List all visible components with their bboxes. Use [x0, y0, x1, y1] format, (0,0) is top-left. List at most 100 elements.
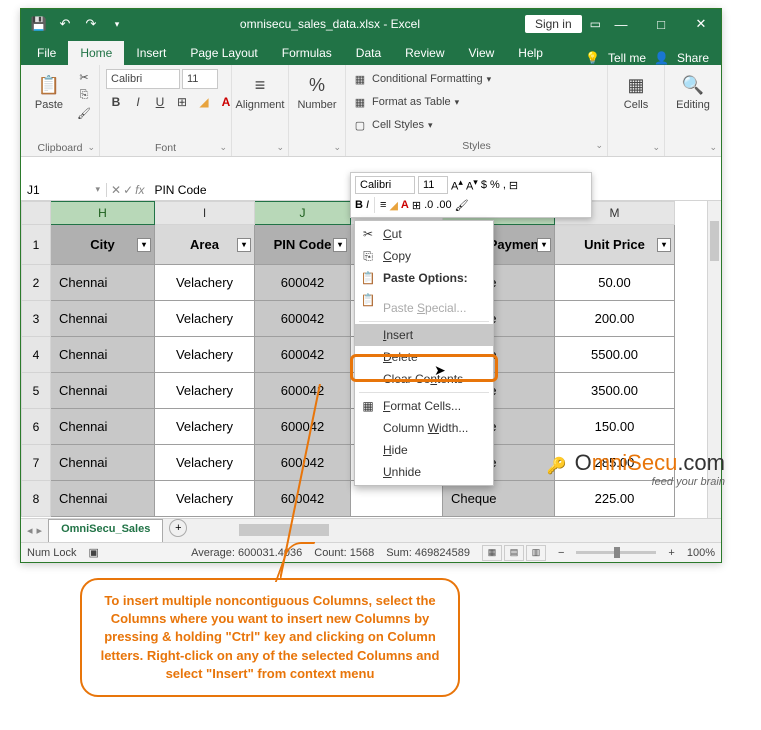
column-header-J[interactable]: J [255, 201, 351, 225]
data-cell[interactable]: Chennai [51, 445, 155, 481]
data-cell[interactable]: 50.00 [555, 265, 675, 301]
mini-comma-icon[interactable]: , [503, 179, 506, 191]
tab-insert[interactable]: Insert [124, 41, 178, 65]
data-cell[interactable]: Chennai [51, 409, 155, 445]
format-painter-icon[interactable]: 🖌 [75, 105, 93, 121]
data-cell[interactable]: 600042 [255, 337, 351, 373]
share-button[interactable]: Share [677, 51, 709, 65]
border-button[interactable]: ⊞ [172, 92, 192, 112]
tab-review[interactable]: Review [393, 41, 456, 65]
data-cell[interactable]: Chennai [51, 337, 155, 373]
ribbon-display-icon[interactable]: ▭ [590, 17, 601, 31]
data-cell[interactable]: 5500.00 [555, 337, 675, 373]
header-cell[interactable]: PIN Code▾ [255, 225, 351, 265]
sheet-tab[interactable]: OmniSecu_Sales [48, 519, 163, 542]
mini-bold-button[interactable]: B [355, 199, 363, 211]
cell-styles-button[interactable]: ▢Cell Styles▾ [352, 115, 601, 135]
record-macro-icon[interactable]: ▣ [89, 546, 99, 559]
mini-italic-button[interactable]: I [366, 199, 369, 211]
fx-icon[interactable]: fx [135, 183, 144, 197]
ctx-format-cells[interactable]: ▦Format Cells... [355, 395, 493, 417]
ctx-clear-contents[interactable]: Clear Contents [355, 368, 493, 390]
filter-dropdown-icon[interactable]: ▾ [137, 238, 151, 252]
column-header-I[interactable]: I [155, 201, 255, 225]
bold-button[interactable]: B [106, 92, 126, 112]
ctx-hide[interactable]: Hide [355, 439, 493, 461]
vscroll-thumb[interactable] [710, 221, 719, 261]
paste-button[interactable]: 📋 Paste [27, 69, 71, 111]
name-box[interactable]: J1▾ [21, 183, 107, 197]
data-cell[interactable]: Chennai [51, 265, 155, 301]
data-cell[interactable] [351, 481, 443, 517]
page-layout-view-button[interactable]: ▤ [504, 545, 524, 561]
close-button[interactable]: ✕ [681, 9, 721, 39]
mini-fill-color-button[interactable]: ◢ [389, 199, 397, 212]
filter-dropdown-icon[interactable]: ▾ [537, 238, 551, 252]
row-header-6[interactable]: 6 [21, 409, 51, 445]
qat-dropdown-icon[interactable]: ▾ [105, 12, 129, 36]
copy-icon[interactable]: ⎘ [75, 87, 93, 103]
tab-file[interactable]: File [25, 41, 68, 65]
mini-decrease-decimal-icon[interactable]: .0 [424, 199, 433, 211]
tellme-label[interactable]: Tell me [608, 51, 646, 65]
enter-formula-icon[interactable]: ✓ [123, 183, 133, 197]
data-cell[interactable]: Velachery [155, 373, 255, 409]
cut-icon[interactable]: ✂ [75, 69, 93, 85]
row-header-1[interactable]: 1 [21, 225, 51, 265]
mini-format-painter-icon[interactable]: 🖌 [455, 199, 469, 212]
zoom-level[interactable]: 100% [687, 547, 715, 559]
header-cell[interactable]: Unit Price▾ [555, 225, 675, 265]
mini-percent-icon[interactable]: % [490, 179, 500, 191]
undo-icon[interactable]: ↶ [53, 12, 77, 36]
mini-font-color-button[interactable]: A [401, 199, 409, 211]
mini-accounting-icon[interactable]: $ [481, 179, 487, 191]
data-cell[interactable]: 200.00 [555, 301, 675, 337]
data-cell[interactable]: 3500.00 [555, 373, 675, 409]
data-cell[interactable]: Velachery [155, 301, 255, 337]
tab-formulas[interactable]: Formulas [270, 41, 344, 65]
mini-shrink-font-icon[interactable]: A▾ [466, 177, 478, 193]
mini-grow-font-icon[interactable]: A▴ [451, 177, 463, 193]
tab-page-layout[interactable]: Page Layout [178, 41, 269, 65]
column-header-H[interactable]: H [51, 201, 155, 225]
data-cell[interactable]: Chennai [51, 373, 155, 409]
page-break-view-button[interactable]: ▥ [526, 545, 546, 561]
conditional-formatting-button[interactable]: ▦Conditional Formatting▾ [352, 69, 601, 89]
ctx-paste-default[interactable]: 📋 [355, 289, 493, 297]
share-icon[interactable]: 👤 [654, 51, 669, 65]
data-cell[interactable]: Chennai [51, 481, 155, 517]
mini-border-button[interactable]: ⊞ [412, 199, 421, 212]
zoom-out-button[interactable]: − [558, 547, 564, 559]
row-header-7[interactable]: 7 [21, 445, 51, 481]
filter-dropdown-icon[interactable]: ▾ [657, 238, 671, 252]
header-cell[interactable]: City▾ [51, 225, 155, 265]
row-header-8[interactable]: 8 [21, 481, 51, 517]
data-cell[interactable]: 600042 [255, 265, 351, 301]
number-button[interactable]: %Number [295, 69, 339, 111]
tab-data[interactable]: Data [344, 41, 393, 65]
mini-increase-decimal-icon[interactable]: .00 [436, 199, 451, 211]
data-cell[interactable]: 150.00 [555, 409, 675, 445]
minimize-button[interactable]: — [601, 9, 641, 39]
mini-font-size[interactable]: 11 [418, 176, 448, 194]
mini-merge-icon[interactable]: ⊟ [509, 179, 518, 192]
row-header-3[interactable]: 3 [21, 301, 51, 337]
row-header-4[interactable]: 4 [21, 337, 51, 373]
data-cell[interactable]: Velachery [155, 481, 255, 517]
add-sheet-button[interactable]: + [169, 519, 187, 537]
ctx-delete[interactable]: Delete [355, 346, 493, 368]
signin-button[interactable]: Sign in [525, 15, 582, 33]
zoom-slider[interactable] [576, 551, 656, 554]
ctx-cut[interactable]: ✂Cut [355, 223, 493, 245]
font-size-combo[interactable]: 11 [182, 69, 218, 89]
mini-align-button[interactable]: ≡ [380, 199, 386, 211]
header-cell[interactable]: Area▾ [155, 225, 255, 265]
data-cell[interactable]: Chennai [51, 301, 155, 337]
normal-view-button[interactable]: ▦ [482, 545, 502, 561]
filter-dropdown-icon[interactable]: ▾ [237, 238, 251, 252]
sheet-nav-first-icon[interactable]: ◂ [27, 524, 33, 537]
alignment-button[interactable]: ≡Alignment [238, 69, 282, 111]
ctx-unhide[interactable]: Unhide [355, 461, 493, 483]
data-cell[interactable]: 600042 [255, 301, 351, 337]
horizontal-scrollbar[interactable] [199, 519, 721, 542]
